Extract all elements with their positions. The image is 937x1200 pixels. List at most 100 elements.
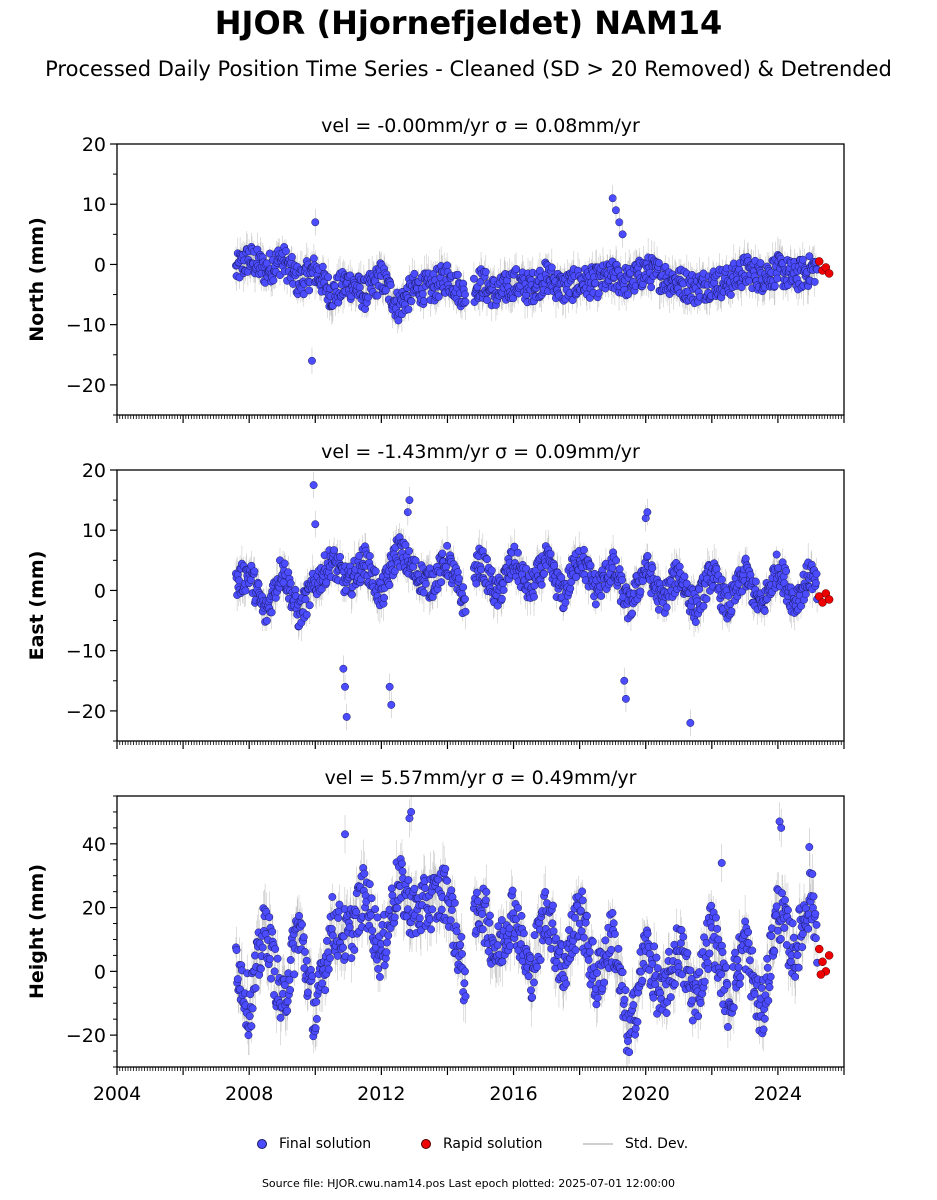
final-solution-point	[799, 256, 806, 263]
final-solution-point	[462, 298, 469, 305]
final-solution-point	[420, 297, 427, 304]
final-solution-point	[303, 611, 310, 618]
final-solution-point	[372, 568, 379, 575]
final-solution-point	[512, 265, 519, 272]
y-tick-label: 0	[94, 580, 106, 602]
final-solution-point	[404, 508, 411, 515]
final-solution-point	[387, 281, 394, 288]
final-solution-point	[618, 576, 625, 583]
panel-3: vel = 5.57mm/yr σ = 0.49mm/yr Height (mm)…	[26, 767, 844, 1105]
final-solution-point	[348, 591, 355, 598]
final-solution-point	[255, 580, 262, 587]
final-solution-point	[649, 564, 656, 571]
panel-title: vel = 5.57mm/yr σ = 0.49mm/yr	[325, 767, 637, 789]
final-solution-point	[612, 557, 619, 564]
final-solution-point	[443, 542, 450, 549]
final-solution-point	[386, 683, 393, 690]
final-solution-point	[609, 195, 616, 202]
y-axis-label: Height (mm)	[26, 864, 48, 999]
final-solution-point	[637, 588, 644, 595]
final-solution-point	[812, 579, 819, 586]
final-solution-point	[312, 521, 319, 528]
final-solution-point	[455, 575, 462, 582]
final-solution-point	[782, 567, 789, 574]
final-solution-point	[742, 555, 749, 562]
final-solution-point	[422, 580, 429, 587]
final-solution-point	[406, 496, 413, 503]
final-solution-point	[547, 550, 554, 557]
panel-title: vel = -0.00mm/yr σ = 0.08mm/yr	[321, 115, 640, 137]
final-solution-point	[530, 593, 537, 600]
final-solution-point	[548, 264, 555, 271]
y-tick-label: 20	[82, 460, 106, 482]
final-solution-point	[811, 278, 818, 285]
final-solution-point	[330, 546, 337, 553]
final-solution-point	[312, 219, 319, 226]
final-solution-point	[405, 306, 412, 313]
final-solution-point	[439, 550, 446, 557]
final-solution-point	[567, 585, 574, 592]
final-solution-point	[477, 566, 484, 573]
final-solution-point	[597, 592, 604, 599]
y-axis-label: East (mm)	[26, 551, 48, 661]
final-solution-point	[540, 570, 547, 577]
y-tick-label: 20	[82, 134, 106, 156]
panel-title: vel = -1.43mm/yr σ = 0.09mm/yr	[321, 441, 640, 463]
data-layer	[232, 472, 833, 736]
final-solution-point	[380, 594, 387, 601]
final-solution-point	[366, 552, 373, 559]
final-solution-point	[774, 275, 781, 282]
final-solution-point	[459, 583, 466, 590]
final-solution-point	[624, 291, 631, 298]
final-solution-point	[411, 270, 418, 277]
final-solution-point	[386, 581, 393, 588]
final-solution-point	[498, 595, 505, 602]
final-solution-point	[700, 602, 707, 609]
final-solution-point	[268, 609, 275, 616]
final-solution-point	[405, 547, 412, 554]
time-series-plots: vel = -0.00mm/yr σ = 0.08mm/yrNorth (mm)…	[0, 0, 937, 1200]
final-solution-point	[813, 570, 820, 577]
final-solution-point	[419, 290, 426, 297]
final-solution-point	[388, 701, 395, 708]
final-solution-point	[628, 610, 635, 617]
final-solution-point	[319, 263, 326, 270]
final-solution-point	[718, 576, 725, 583]
final-solution-point	[761, 607, 768, 614]
final-solution-point	[324, 273, 331, 280]
final-solution-point	[609, 564, 616, 571]
final-solution-point	[727, 291, 734, 298]
final-solution-point	[270, 277, 277, 284]
final-solution-point	[703, 595, 710, 602]
final-solution-point	[647, 284, 654, 291]
final-solution-point	[728, 607, 735, 614]
final-solution-point	[355, 552, 362, 559]
panel-2: vel = -1.43mm/yr σ = 0.09mm/yr East (mm) 2…	[26, 441, 844, 749]
final-solution-point	[483, 555, 490, 562]
final-solution-point	[757, 259, 764, 266]
panel-1: vel = -0.00mm/yr σ = 0.08mm/yrNorth (mm)…	[26, 115, 844, 423]
final-solution-point	[687, 719, 694, 726]
rapid-solution-point	[815, 257, 823, 265]
final-solution-point	[462, 608, 469, 615]
final-solution-point	[580, 546, 587, 553]
final-solution-point	[341, 683, 348, 690]
final-solution-point	[408, 298, 415, 305]
final-solution-point	[281, 560, 288, 567]
final-solution-point	[356, 284, 363, 291]
final-solution-point	[587, 562, 594, 569]
final-solution-point	[310, 255, 317, 262]
data-layer	[232, 793, 833, 1079]
final-solution-point	[282, 247, 289, 254]
final-solution-point	[306, 602, 313, 609]
final-solution-point	[616, 565, 623, 572]
final-solution-point	[242, 587, 249, 594]
final-solution-point	[692, 618, 699, 625]
y-tick-label: −20	[66, 375, 106, 397]
final-solution-point	[514, 549, 521, 556]
final-solution-point	[500, 586, 507, 593]
final-solution-point	[773, 551, 780, 558]
final-solution-point	[310, 481, 317, 488]
y-tick-label: −10	[66, 315, 106, 337]
rapid-solution-point	[825, 269, 833, 277]
